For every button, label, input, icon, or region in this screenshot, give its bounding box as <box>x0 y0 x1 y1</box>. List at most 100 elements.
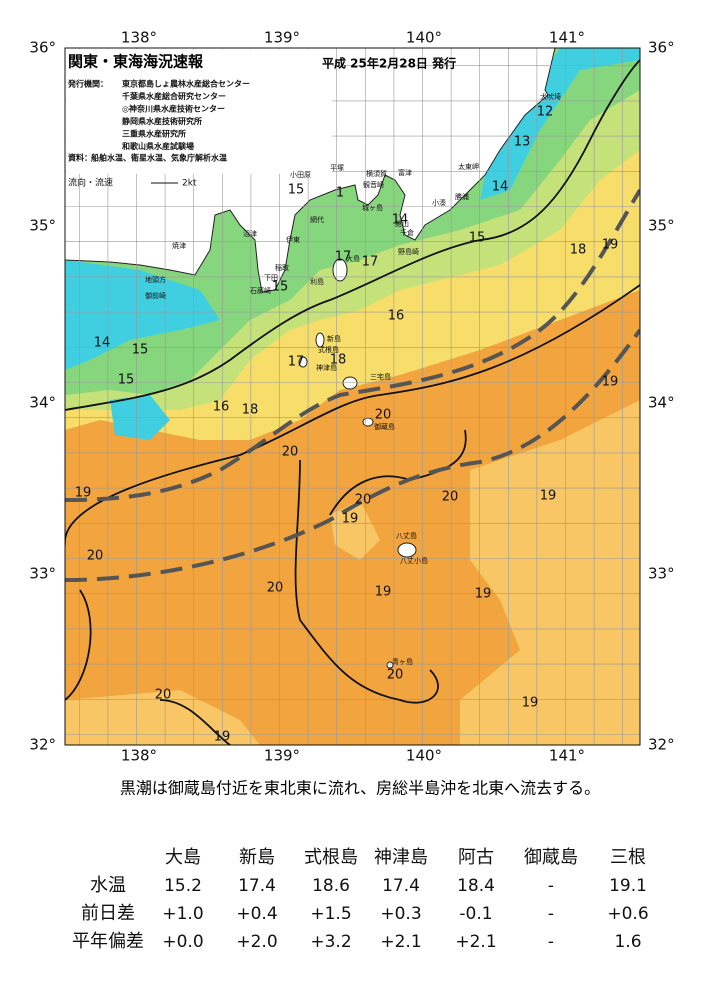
table-cell: +1.5 <box>310 904 351 924</box>
place-name: 伊東 <box>286 235 300 244</box>
table-cell: - <box>548 876 554 896</box>
table-header: 三根 <box>610 847 646 868</box>
table-cell: - <box>548 904 554 924</box>
row-label: 平年偏差 <box>72 931 144 952</box>
isotherm-label: 17 <box>362 255 379 270</box>
isotherm-label: 20 <box>267 581 284 596</box>
source-label: 資料： <box>68 153 92 163</box>
row-label: 水温 <box>90 875 126 896</box>
lat-label: 32° <box>648 736 675 754</box>
isotherm-label: 20 <box>155 688 172 703</box>
place-name: 御蔵島 <box>374 422 395 431</box>
note: 黒潮は御蔵島付近を東北東に流れ、房総半島沖を北東へ流去する。 <box>120 779 600 798</box>
place-name: 野島崎 <box>398 247 419 256</box>
table-cell: 15.2 <box>164 876 202 896</box>
issuer: 三重県水産研究所 <box>122 129 186 139</box>
table-header: 神津島 <box>374 847 428 868</box>
legend-label: 流向・流速 <box>68 177 113 189</box>
isotherm-label: 15 <box>288 183 305 198</box>
isotherm-label: 20 <box>442 490 459 505</box>
map-frame <box>64 47 641 746</box>
place-name: 八丈島 <box>396 531 417 540</box>
lon-label: 138° <box>121 29 157 47</box>
isotherm-label: 12 <box>537 105 554 120</box>
isotherm-label: 18 <box>330 353 347 368</box>
issuer-label: 発行機関： <box>67 79 108 89</box>
place-name: 青ヶ島 <box>392 657 413 666</box>
sea-19 <box>65 690 260 745</box>
issuer: 千葉県水産総合研究センター <box>122 91 226 101</box>
lat-label: 35° <box>29 217 56 235</box>
isotherm-label: 20 <box>87 549 104 564</box>
sea-19 <box>460 400 640 745</box>
sea-14 <box>65 260 220 370</box>
isotherm-label: 13 <box>514 135 531 150</box>
table-header: 式根島 <box>304 847 358 868</box>
table-cell: +0.3 <box>380 904 421 924</box>
place-name: 富津 <box>398 168 412 177</box>
isotherm-label: 19 <box>214 730 231 745</box>
isotherm-label: 19 <box>475 587 492 602</box>
table-header: 御蔵島 <box>524 847 578 868</box>
place-name: 小田原 <box>290 170 311 179</box>
lon-label: 140° <box>406 747 442 765</box>
table-cell: +0.6 <box>607 904 648 924</box>
isotherm-label: 19 <box>602 238 619 253</box>
place-name: 平塚 <box>330 163 344 172</box>
place-name: 勝浦 <box>455 192 469 201</box>
legend-speed: 2kt <box>182 179 197 189</box>
place-name: 横須賀 <box>366 169 387 178</box>
place-name: 網代 <box>310 215 324 224</box>
table-cell: 1.6 <box>614 932 641 952</box>
isotherm-label: 20 <box>355 493 372 508</box>
isotherm-label: 17 <box>288 355 305 370</box>
isotherm-label: 16 <box>388 309 405 324</box>
place-name: 観音崎 <box>363 180 384 189</box>
issuer: 和歌山県水産試験場 <box>122 141 194 151</box>
lon-label: 141° <box>549 747 585 765</box>
lat-label: 33° <box>648 565 675 583</box>
table-cell: 18.4 <box>457 876 495 896</box>
table-header: 新島 <box>239 847 275 868</box>
table-cell: +2.0 <box>236 932 277 952</box>
map-fill <box>65 48 640 745</box>
lat-label: 34° <box>29 394 56 412</box>
table-cell: 17.4 <box>238 876 276 896</box>
place-name: 城ヶ島 <box>362 203 383 212</box>
isotherm-label: 20 <box>375 408 392 423</box>
row-label: 前日差 <box>81 903 135 924</box>
isotherm-label: 18 <box>242 403 259 418</box>
sea-19 <box>330 500 380 560</box>
table-cell: +0.4 <box>236 904 277 924</box>
lat-label: 36° <box>648 39 675 57</box>
isotherm-label: 18 <box>570 243 587 258</box>
table-cell: +3.2 <box>310 932 351 952</box>
table-header: 阿古 <box>458 847 494 868</box>
issuer: 静岡県水産技術研究所 <box>122 116 202 126</box>
isotherm-label: 14 <box>94 336 111 351</box>
place-name: 地頭方 <box>145 275 166 284</box>
lat-label: 32° <box>29 736 56 754</box>
isotherms <box>65 59 640 745</box>
place-name: 御前崎 <box>145 291 166 300</box>
kuroshio-axis <box>65 188 640 582</box>
lat-label: 35° <box>648 217 675 235</box>
map-title: 関東・東海海況速報 <box>68 53 204 71</box>
isotherm-label: 19 <box>522 696 539 711</box>
place-name: 焼津 <box>172 241 186 250</box>
isotherm-label: 15 <box>469 231 486 246</box>
lon-label: 138° <box>121 747 157 765</box>
lat-label: 33° <box>29 565 56 583</box>
place-name: 利島 <box>310 277 324 286</box>
place-name: 千倉 <box>400 228 414 237</box>
table-cell: - <box>548 932 554 952</box>
isotherm-label: 15 <box>272 280 289 295</box>
isotherm-label: 19 <box>540 489 557 504</box>
place-name: 八丈小島 <box>400 556 428 565</box>
issue-date: 平成 25年2月28日 発行 <box>322 56 456 71</box>
place-name: 新島 <box>327 334 341 343</box>
place-name: 石廊崎 <box>250 286 271 295</box>
place-name: 下田 <box>264 274 278 282</box>
